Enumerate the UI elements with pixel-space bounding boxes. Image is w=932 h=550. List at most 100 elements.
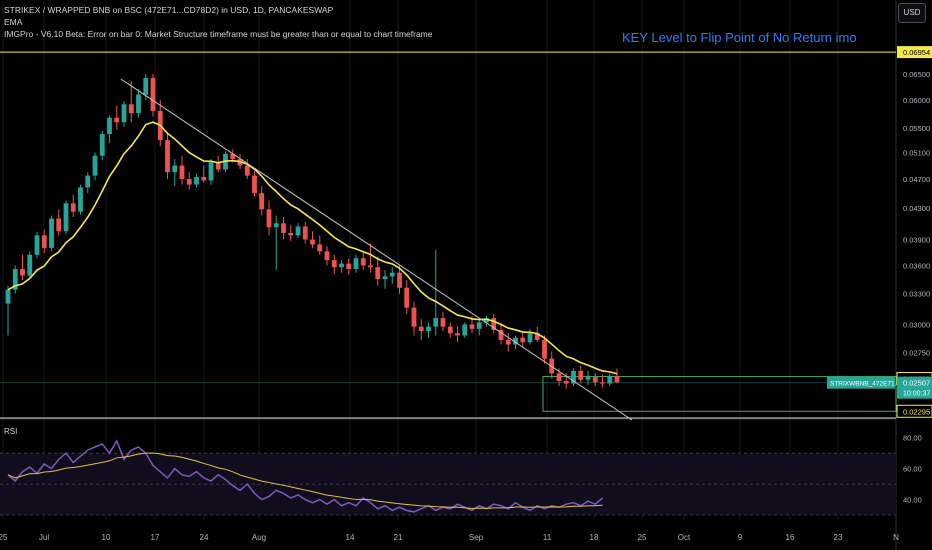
candle-body [295, 226, 301, 236]
candle-body [513, 337, 518, 345]
time-tick-label: 24 [200, 533, 209, 542]
candle-body [92, 155, 98, 176]
rsi-tick-label: 40.00 [903, 496, 922, 505]
time-tick-label: Aug [252, 533, 266, 542]
candle-body [179, 165, 185, 180]
price-tick-label: 0.06500 [903, 70, 930, 79]
candle-body [542, 339, 547, 359]
candle-body [49, 218, 54, 248]
price-tick-label: 0.05500 [903, 124, 930, 133]
price-tick-label: 0.06000 [903, 96, 930, 105]
candle-body [63, 203, 69, 232]
candle-body [571, 370, 576, 384]
time-tick-label: Jul [39, 533, 49, 542]
candle-body [172, 165, 178, 173]
level-badge [896, 404, 932, 418]
candle-body [447, 326, 453, 334]
candle-body [462, 324, 468, 336]
candle-body [592, 377, 598, 383]
candle-body [78, 187, 83, 212]
candle-body [186, 179, 192, 185]
candle-body [230, 153, 236, 159]
symbol-label: STRIXWBNB_472E71.USD [830, 381, 911, 388]
candle-body [208, 162, 214, 181]
candle-body [121, 104, 127, 123]
candle-body [585, 377, 591, 380]
range-box [542, 376, 897, 412]
candle-body [128, 104, 134, 114]
candle-body [136, 94, 141, 114]
candle-body [259, 193, 265, 210]
time-tick-label: Sep [469, 533, 484, 542]
candle-body [12, 269, 18, 290]
candle-body [433, 318, 439, 327]
candle-body [360, 258, 366, 266]
key-level-annotation: KEY Level to Flip Point of No Return imo [622, 30, 857, 45]
level-value: 0.02295 [903, 407, 930, 416]
price-tick-label: 0.03900 [903, 235, 930, 244]
candle-body [469, 324, 475, 329]
candle-body [143, 77, 149, 95]
candle-body [288, 232, 294, 236]
price-levels [0, 51, 897, 419]
price-tick-label: 0.05100 [903, 149, 930, 158]
overlays [7, 78, 633, 421]
candle-body [389, 272, 395, 277]
time-tick-label: 16 [786, 533, 795, 542]
candle-body [194, 176, 199, 185]
candle-body [556, 373, 562, 381]
candle-body [418, 326, 424, 332]
key-level-value: 0.06954 [903, 48, 930, 57]
time-tick-label: 23 [834, 533, 843, 542]
candle-body [600, 382, 605, 384]
candle-body [520, 337, 526, 343]
time-tick-label: 17 [151, 533, 160, 542]
rsi-tick-label: 80.00 [903, 434, 922, 443]
price-tick-label: 0.04300 [903, 204, 930, 213]
candle-body [266, 209, 272, 228]
candle-body [614, 375, 620, 383]
key-level-badge [897, 46, 932, 59]
candle-body [527, 333, 533, 343]
price-tick-label: 0.03300 [903, 290, 930, 299]
rsi-indicator-label[interactable]: RSI [4, 427, 18, 436]
rsi-tick-label: 60.00 [903, 465, 922, 474]
chart-title: STRIKEX / WRAPPED BNB on BSC (472E71...C… [4, 5, 334, 15]
ema-indicator-label[interactable]: EMA [4, 17, 23, 27]
candle-body [85, 175, 91, 188]
candle-body [215, 162, 221, 170]
candle-body [375, 267, 381, 280]
candle-body [426, 326, 431, 332]
candle-body [578, 370, 584, 380]
price-tick-label: 0.02750 [903, 349, 930, 358]
last-price-value: 0.02507 [903, 379, 930, 388]
candle-body [411, 307, 417, 327]
candle-body [534, 333, 540, 340]
candle-body [252, 175, 257, 194]
candle-body [498, 329, 504, 340]
candle-body [491, 318, 497, 330]
candle-body [404, 287, 410, 308]
candle-body [56, 218, 62, 232]
symbol-badge [827, 376, 895, 389]
candle-body [346, 263, 352, 270]
time-tick-label: N [893, 533, 899, 542]
candle-body [34, 235, 40, 255]
axes: 0.06500 0.06000 0.05500 0.05100 0.04700 0.043… [0, 46, 932, 542]
time-tick-label: Oct [678, 533, 691, 542]
time-tick-label: 25 [638, 533, 647, 542]
candle-body [20, 269, 25, 276]
candle-body [70, 203, 76, 212]
candle-body [201, 176, 207, 181]
candle-body [476, 322, 482, 329]
currency-button[interactable]: USD [898, 3, 926, 23]
indicator-error-message: IMGPro - V6.10 Beta: Error on bar 0: Mar… [4, 29, 433, 39]
bar-countdown: 10:00:37 [903, 391, 930, 398]
time-tick-label: 10 [102, 533, 111, 542]
last-price-badge [897, 376, 932, 399]
time-tick-label: 21 [394, 533, 403, 542]
candle-body [607, 375, 613, 384]
candle-body [302, 226, 308, 240]
price-tick-label: 0.04700 [903, 175, 930, 184]
